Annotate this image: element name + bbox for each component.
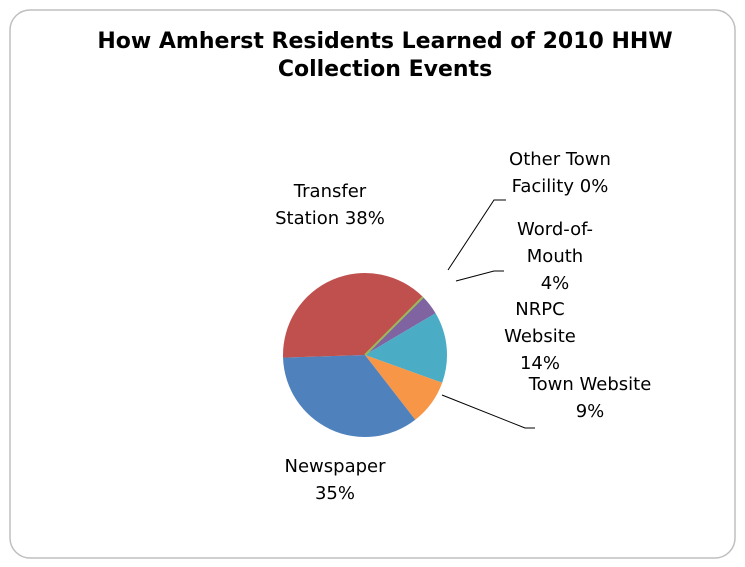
leader-line: [455, 270, 504, 282]
category-label: NRPC Website: [504, 299, 576, 347]
category-label: Other Town Facility: [509, 149, 611, 197]
pie-slice: [365, 297, 436, 355]
data-label: Town Website 9%: [525, 371, 655, 425]
leader-line: [441, 394, 535, 429]
chart-title: How Amherst Residents Learned of 2010 HH…: [97, 29, 673, 82]
data-label: Other Town Facility 0%: [490, 146, 630, 200]
data-label: Word-of-Mouth 4%: [512, 216, 598, 297]
category-label: Transfer Station: [275, 181, 367, 229]
value-label: 4%: [540, 273, 570, 294]
value-label: 9%: [575, 401, 605, 422]
pie-slice: [283, 355, 416, 438]
value-label: 38%: [344, 208, 385, 229]
value-label: 0%: [579, 176, 609, 197]
data-label: NRPC Website 14%: [500, 296, 580, 377]
pie-slice: [365, 355, 443, 420]
data-label: Newspaper 35%: [270, 453, 400, 507]
value-label: 14%: [519, 353, 560, 374]
pie-slice: [365, 313, 447, 383]
pie-slice: [283, 272, 423, 358]
category-label: Word-of-Mouth: [517, 219, 593, 267]
leader-line: [447, 199, 506, 271]
data-label: Transfer Station 38%: [270, 178, 390, 232]
category-label: Town Website: [528, 374, 652, 395]
value-label: 35%: [314, 483, 355, 504]
pie: [283, 272, 447, 438]
category-label: Newspaper: [284, 456, 386, 477]
